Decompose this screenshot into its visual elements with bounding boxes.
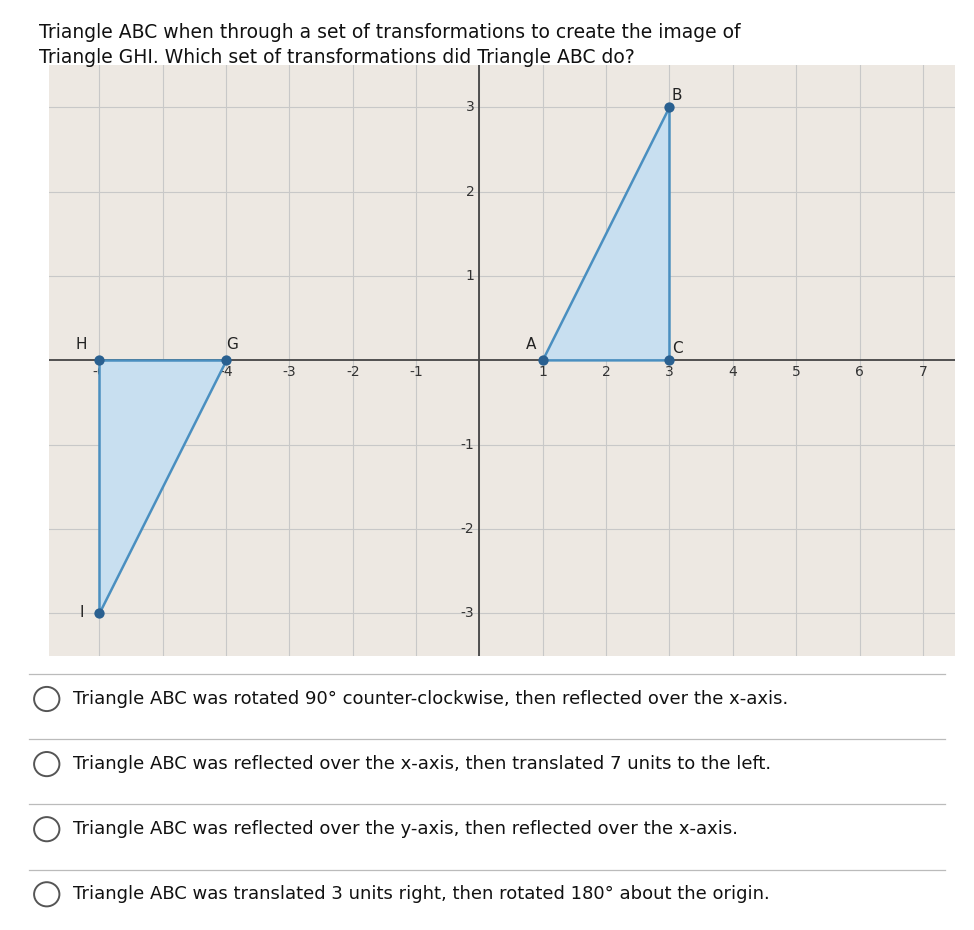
Point <box>92 353 107 368</box>
Text: C: C <box>672 341 683 356</box>
Text: 4: 4 <box>729 365 737 379</box>
Polygon shape <box>99 361 226 614</box>
Text: Triangle ABC was reflected over the y-axis, then reflected over the x-axis.: Triangle ABC was reflected over the y-ax… <box>73 820 738 838</box>
Text: 3: 3 <box>665 365 674 379</box>
Point <box>92 606 107 621</box>
Text: Triangle GHI. Which set of transformations did Triangle ABC do?: Triangle GHI. Which set of transformatio… <box>39 48 635 67</box>
Text: -2: -2 <box>346 365 359 379</box>
Text: Triangle ABC when through a set of transformations to create the image of: Triangle ABC when through a set of trans… <box>39 23 740 42</box>
Point <box>218 353 234 368</box>
Text: -3: -3 <box>282 365 296 379</box>
Text: G: G <box>227 337 239 352</box>
Text: -5: -5 <box>156 365 169 379</box>
Text: Triangle ABC was rotated 90° counter-clockwise, then reflected over the x-axis.: Triangle ABC was rotated 90° counter-clo… <box>73 690 788 708</box>
Text: 2: 2 <box>602 365 611 379</box>
Text: Triangle ABC was reflected over the x-axis, then translated 7 units to the left.: Triangle ABC was reflected over the x-ax… <box>73 755 771 773</box>
Text: 6: 6 <box>855 365 864 379</box>
Text: 3: 3 <box>466 100 474 114</box>
Text: Triangle ABC was translated 3 units right, then rotated 180° about the origin.: Triangle ABC was translated 3 units righ… <box>73 885 769 903</box>
Text: -2: -2 <box>461 522 474 536</box>
Text: -4: -4 <box>219 365 233 379</box>
Text: -1: -1 <box>461 438 474 452</box>
Text: 1: 1 <box>466 269 474 283</box>
Text: I: I <box>80 605 84 620</box>
Text: 2: 2 <box>466 185 474 199</box>
Point <box>661 353 677 368</box>
Text: 1: 1 <box>539 365 547 379</box>
Point <box>661 100 677 114</box>
Text: H: H <box>76 337 88 352</box>
Text: A: A <box>526 337 537 352</box>
Text: B: B <box>672 88 683 103</box>
Text: 5: 5 <box>792 365 801 379</box>
Point <box>535 353 550 368</box>
Text: 7: 7 <box>918 365 927 379</box>
Text: -6: -6 <box>93 365 106 379</box>
Text: -1: -1 <box>409 365 423 379</box>
Text: -3: -3 <box>461 606 474 620</box>
Polygon shape <box>543 107 669 361</box>
